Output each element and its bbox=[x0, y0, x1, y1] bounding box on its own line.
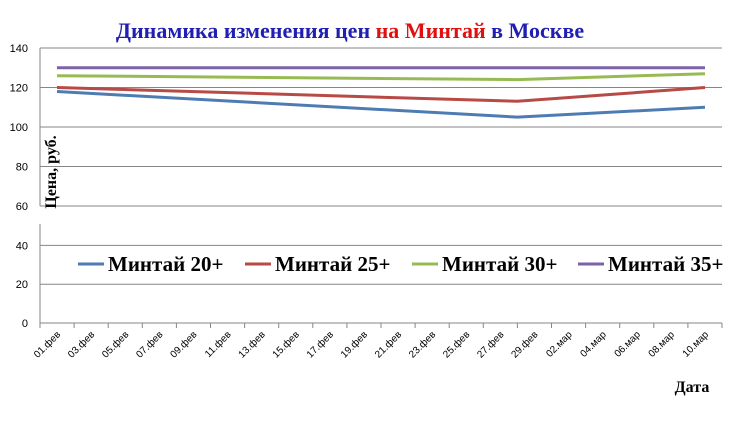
axes bbox=[39, 48, 723, 328]
x-tick-label: 17.фев bbox=[304, 329, 336, 361]
y-ticks: 60 80 100 120 140 0 20 40 bbox=[10, 43, 28, 330]
upper-grid bbox=[40, 47, 722, 207]
x-tick-label: 19.фев bbox=[338, 329, 370, 361]
x-tick-label: 09.фев bbox=[168, 329, 200, 361]
y-tick-label: 140 bbox=[10, 43, 28, 55]
x-tick-label: 21.фев bbox=[372, 329, 404, 361]
legend-entry: Минтай 35+ bbox=[608, 252, 723, 276]
x-tick-label: 01.фев bbox=[31, 329, 63, 361]
x-tick-label: 02.мар bbox=[544, 329, 575, 360]
x-tick-label: 08.мар bbox=[647, 329, 678, 360]
legend-entry: Минтай 30+ bbox=[442, 252, 557, 276]
x-tick-label: 07.фев bbox=[134, 329, 166, 361]
x-tick-label: 25.фев bbox=[441, 329, 473, 361]
chart-title-part: в Москве bbox=[486, 18, 585, 43]
chart-title: Динамика изменения цен на Минтай в Москв… bbox=[116, 18, 584, 43]
series-lines bbox=[56, 66, 706, 119]
x-tick-label: 13.фев bbox=[236, 329, 268, 361]
x-tick-label: 10.мар bbox=[681, 329, 712, 360]
series-line-1 bbox=[56, 90, 706, 119]
x-tick-label: 29.фев bbox=[509, 329, 541, 361]
x-tick-label: 06.мар bbox=[613, 329, 644, 360]
legend-entry: Минтай 20+ bbox=[108, 252, 223, 276]
x-ticks: 01.фев 03.фев 05.фев 07.фев 09.фев 11.фев 13.ф… bbox=[31, 329, 711, 361]
x-tick-label: 05.фев bbox=[100, 329, 132, 361]
legend-entry: Минтай 25+ bbox=[275, 252, 390, 276]
x-tick-label: 15.фев bbox=[270, 329, 302, 361]
legend: Минтай 20+ Минтай 25+ Минтай 30+ Минтай 35+ bbox=[78, 252, 723, 276]
y-tick-label: 100 bbox=[10, 122, 28, 134]
x-tick-label: 23.фев bbox=[406, 329, 438, 361]
series-line-3 bbox=[56, 72, 706, 82]
y-axis-label: Цена, руб. bbox=[43, 135, 60, 208]
x-tick-label: 04.мар bbox=[578, 329, 609, 360]
x-tick-label: 03.фев bbox=[65, 329, 97, 361]
series-line-2 bbox=[56, 86, 706, 103]
x-tick-label: 27.фев bbox=[475, 329, 507, 361]
y-tick-label: 0 bbox=[22, 318, 28, 330]
x-axis-label: Дата bbox=[675, 379, 710, 396]
chart-title-part: Динамика изменения цен bbox=[116, 18, 376, 43]
y-tick-label: 40 bbox=[16, 240, 28, 252]
chart-title-part: на Минтай bbox=[376, 18, 486, 43]
y-tick-label: 80 bbox=[16, 162, 28, 174]
y-tick-label: 20 bbox=[16, 279, 28, 291]
y-tick-label: 120 bbox=[10, 83, 28, 95]
y-tick-label: 60 bbox=[16, 201, 28, 213]
x-tick-label: 11.фев bbox=[202, 329, 233, 360]
